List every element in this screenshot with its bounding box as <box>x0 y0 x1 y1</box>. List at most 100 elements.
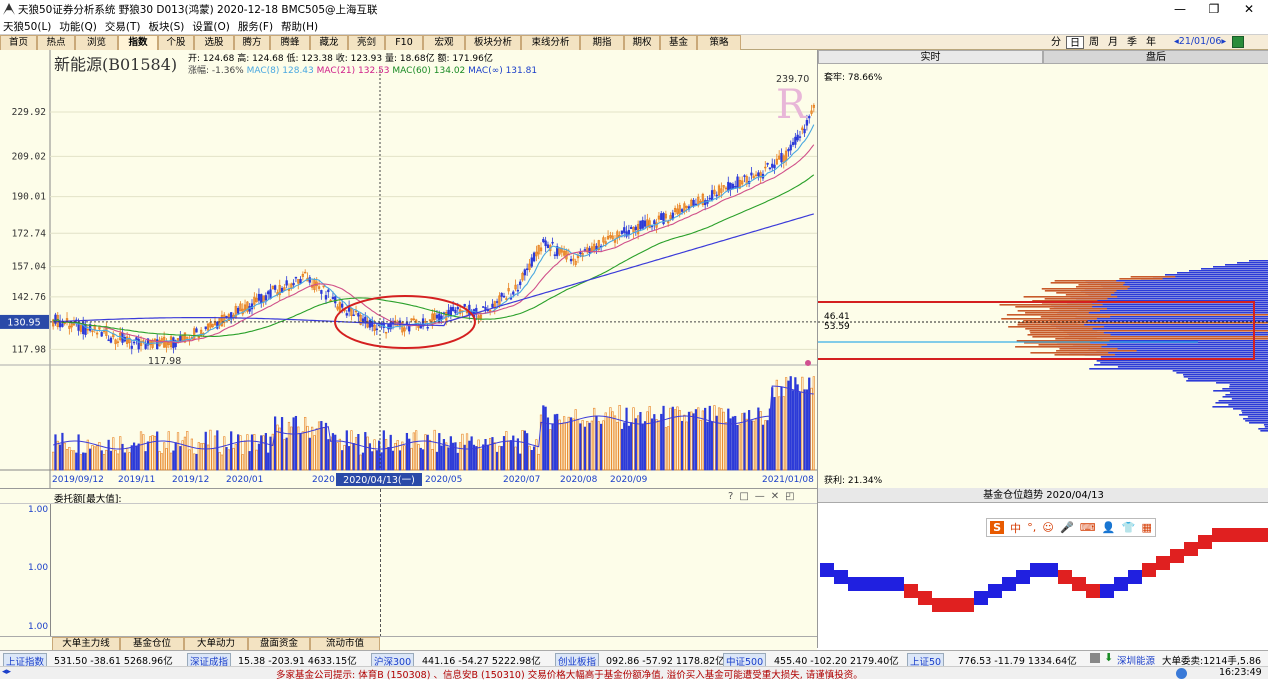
stock-name: 新能源(B01584) <box>54 55 178 74</box>
ime-item-3[interactable]: ☺ <box>1042 521 1054 534</box>
func-tab-2[interactable]: 浏览 <box>75 35 118 50</box>
period-tab-2[interactable]: 周 <box>1089 37 1099 48</box>
period-tab-3[interactable]: 月 <box>1108 37 1118 48</box>
menu-item-service[interactable]: 服务(F) <box>237 20 274 33</box>
indicator-tab-4[interactable]: 流动市值 <box>310 637 380 650</box>
func-tab-13[interactable]: 束线分析 <box>521 35 580 50</box>
menu-item-app[interactable]: 天狼50(L) <box>3 20 52 33</box>
func-tab-3[interactable]: 指数 <box>118 35 158 50</box>
ime-toolbar[interactable]: S 中 °, ☺ 🎤 ⌨ 👤 👕 ▦ <box>986 518 1156 537</box>
index-status-bar: 上证指数 531.50 -38.61 5268.96亿 深证成指 15.38 -203… <box>0 650 1268 669</box>
func-tab-0[interactable]: 首页 <box>0 35 37 50</box>
func-tab-9[interactable]: 亮剑 <box>348 35 385 50</box>
ime-item-8[interactable]: ▦ <box>1141 521 1152 534</box>
indicator-tab-3[interactable]: 盘面资金 <box>248 637 310 650</box>
tab-realtime[interactable]: 实时 <box>818 50 1043 64</box>
func-tab-7[interactable]: 腾蜂 <box>270 35 310 50</box>
func-tab-8[interactable]: 藏龙 <box>310 35 348 50</box>
func-tab-12[interactable]: 板块分析 <box>465 35 521 50</box>
restore-button[interactable]: ❐ <box>1208 2 1220 16</box>
ime-item-4[interactable]: 🎤 <box>1059 521 1074 534</box>
func-tab-16[interactable]: 基金 <box>660 35 697 50</box>
status-stock-name[interactable]: 深圳能源 <box>1117 656 1156 667</box>
panel-divider <box>0 503 817 504</box>
ime-item-7[interactable]: 👕 <box>1121 521 1136 534</box>
window-button[interactable]: □ <box>739 491 755 502</box>
indicator-tab-1[interactable]: 基金仓位 <box>120 637 184 650</box>
kline-chart-panel[interactable]: 229.92 209.02 190.01 172.74 157.04 142.76 117.… <box>0 50 817 488</box>
tab-after-hours[interactable]: 盘后 <box>1043 50 1268 64</box>
func-tab-11[interactable]: 宏观 <box>423 35 465 50</box>
indicator-tab-0[interactable]: 大单主力线 <box>52 637 120 650</box>
menu-item-help[interactable]: 帮助(H) <box>281 20 319 33</box>
menu-item-trade[interactable]: 交易(T) <box>104 20 141 33</box>
price-tick-label: 142.76 <box>12 292 47 303</box>
mac60-readout: MAC(60) 134.02 <box>392 66 466 76</box>
status-index-4[interactable]: 中证500 <box>723 653 767 669</box>
ime-item-1[interactable]: 中 <box>1010 521 1022 535</box>
low-price-label: 117.98 <box>148 356 181 367</box>
func-tab-5[interactable]: 选股 <box>194 35 234 50</box>
status-index-data-2: 441.16 -54.27 5222.98亿 <box>422 656 541 667</box>
kline-chart[interactable]: 229.92 209.02 190.01 172.74 157.04 142.76 117.… <box>0 50 817 488</box>
marker-dot <box>805 360 811 366</box>
r-watermark: R <box>776 82 808 128</box>
indicator-tab-bar: 大单主力线 基金仓位 大单动力 盘面资金 流动市值 <box>0 636 817 650</box>
cursor-price-box <box>0 314 49 329</box>
func-tab-17[interactable]: 策略 <box>697 35 741 50</box>
period-tab-1[interactable]: 日 <box>1066 36 1084 49</box>
time-tick-label: 2021/01/08 <box>762 475 814 485</box>
chip-distribution-panel: 实时 盘后 套牢: 78.66% 46.41 53.59 获利: 21.34% <box>817 50 1268 488</box>
status-index-data-5: 776.53 -11.79 1334.64亿 <box>958 656 1077 667</box>
indicator-title: 委托额[最大值]: <box>54 494 122 505</box>
menu-item-settings[interactable]: 设置(O) <box>192 20 230 33</box>
notice-text: 多家基金公司提示: 体育B (150308) 、信息安B (150310) 交易… <box>276 670 863 681</box>
status-index-data-1: 15.38 -203.91 4633.15亿 <box>238 656 357 667</box>
ime-item-0[interactable]: S <box>990 521 1004 534</box>
macinf-readout: MAC(∞) 131.81 <box>468 66 538 76</box>
func-tab-10[interactable]: F10 <box>385 35 423 50</box>
ma8-line <box>52 124 815 345</box>
calendar-icon[interactable] <box>1232 36 1244 48</box>
period-tab-4[interactable]: 季 <box>1127 37 1137 48</box>
network-icon <box>1176 668 1187 679</box>
profit-ratio: 获利: 21.34% <box>824 476 883 486</box>
func-tab-4[interactable]: 个股 <box>158 35 194 50</box>
ime-item-2[interactable]: °, <box>1027 521 1037 534</box>
ime-item-6[interactable]: 👤 <box>1101 521 1116 534</box>
function-tab-bar: 首页 热点 浏览 指数 个股 选股 腾方 腾蜂 藏龙 亮剑 F10 宏观 板块分析 束线分析 期指 期权 基金策… <box>0 35 1268 50</box>
ime-item-5[interactable]: ⌨ <box>1079 521 1096 534</box>
y-label-2: 1.00 <box>28 563 49 573</box>
cursor-date-label: 2020/04/13(一) <box>343 475 415 486</box>
time-tick-label: 2020/07 <box>503 475 540 485</box>
app-logo-icon <box>3 3 15 15</box>
settings-icon[interactable] <box>1090 653 1100 663</box>
func-tab-15[interactable]: 期权 <box>624 35 660 50</box>
time-tick-label: 2019/11 <box>118 475 155 485</box>
price-tick-label: 190.01 <box>12 192 47 203</box>
order-amount-panel: 委托额[最大值]: ?□—✕◰ 1.00 1.00 1.00 <box>0 488 817 637</box>
fund-trend-title: 基金仓位趋势 2020/04/13 <box>818 488 1268 503</box>
panel-controls: ?□—✕◰ <box>728 491 801 502</box>
menu-item-function[interactable]: 功能(Q) <box>59 20 97 33</box>
close-panel-button[interactable]: ✕ <box>770 491 786 502</box>
minimize-panel-button[interactable]: — <box>754 491 771 502</box>
func-tab-14[interactable]: 期指 <box>580 35 624 50</box>
minimize-button[interactable]: — <box>1174 2 1186 16</box>
annotation-ellipse <box>334 295 476 349</box>
menu-item-sector[interactable]: 板块(S) <box>148 20 185 33</box>
func-tab-1[interactable]: 热点 <box>37 35 75 50</box>
period-tab-0[interactable]: 分 <box>1051 37 1061 48</box>
indicator-tab-2[interactable]: 大单动力 <box>184 637 248 650</box>
scroll-arrows-icon[interactable]: ◂▸ <box>2 667 12 677</box>
period-tab-5[interactable]: 年 <box>1146 37 1156 48</box>
change-readout: 涨幅: -1.36% <box>188 66 244 76</box>
func-tab-6[interactable]: 腾方 <box>234 35 270 50</box>
float-panel-button[interactable]: ◰ <box>785 491 801 502</box>
status-index-data-4: 455.40 -102.20 2179.40亿 <box>774 656 899 667</box>
help-button[interactable]: ? <box>728 491 740 502</box>
price-tick-label: 209.02 <box>12 151 46 162</box>
close-button[interactable]: ✕ <box>1243 2 1255 16</box>
ma60-line <box>52 174 815 337</box>
date-navigator[interactable]: ◂21/01/06▸ <box>1174 36 1227 47</box>
